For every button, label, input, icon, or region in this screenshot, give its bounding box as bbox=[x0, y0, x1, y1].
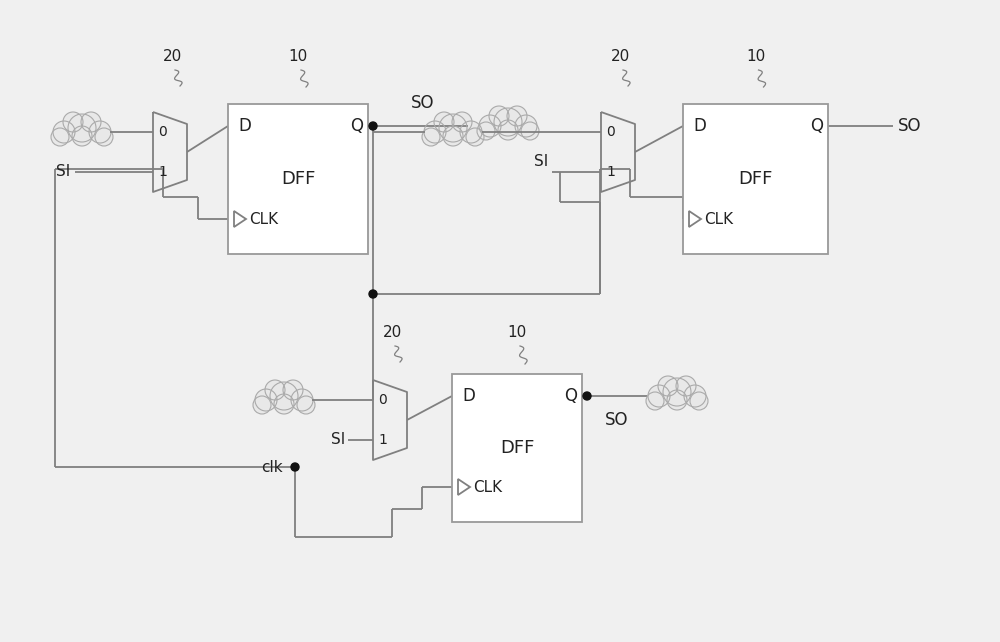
Circle shape bbox=[684, 385, 706, 407]
Circle shape bbox=[460, 121, 482, 143]
Circle shape bbox=[494, 108, 522, 136]
Text: SI: SI bbox=[56, 164, 70, 180]
Text: Q: Q bbox=[810, 117, 823, 135]
Circle shape bbox=[89, 121, 111, 143]
Circle shape bbox=[507, 106, 527, 126]
Circle shape bbox=[477, 122, 495, 140]
Circle shape bbox=[676, 376, 696, 396]
Circle shape bbox=[521, 122, 539, 140]
Circle shape bbox=[95, 128, 113, 146]
Circle shape bbox=[72, 126, 92, 146]
Circle shape bbox=[479, 115, 501, 137]
Circle shape bbox=[667, 390, 687, 410]
Text: SI: SI bbox=[534, 154, 548, 169]
Text: 1: 1 bbox=[606, 165, 615, 179]
Text: CLK: CLK bbox=[249, 211, 278, 227]
Text: 0: 0 bbox=[606, 125, 615, 139]
Text: 10: 10 bbox=[288, 49, 308, 64]
FancyBboxPatch shape bbox=[452, 374, 582, 522]
Circle shape bbox=[439, 114, 467, 142]
Text: CLK: CLK bbox=[473, 480, 502, 494]
Text: DFF: DFF bbox=[281, 170, 315, 188]
Circle shape bbox=[515, 115, 537, 137]
Text: SO: SO bbox=[411, 94, 435, 112]
Text: 0: 0 bbox=[378, 393, 387, 407]
Text: SO: SO bbox=[898, 117, 922, 135]
Text: SI: SI bbox=[331, 433, 345, 447]
Text: CLK: CLK bbox=[704, 211, 733, 227]
Text: 10: 10 bbox=[507, 325, 527, 340]
Circle shape bbox=[51, 128, 69, 146]
Circle shape bbox=[291, 463, 299, 471]
Circle shape bbox=[690, 392, 708, 410]
Circle shape bbox=[255, 389, 277, 411]
Circle shape bbox=[283, 380, 303, 400]
Circle shape bbox=[424, 121, 446, 143]
Circle shape bbox=[297, 396, 315, 414]
Text: 1: 1 bbox=[158, 165, 167, 179]
Text: SO: SO bbox=[605, 411, 629, 429]
Circle shape bbox=[68, 114, 96, 142]
Text: D: D bbox=[693, 117, 706, 135]
Circle shape bbox=[253, 396, 271, 414]
Text: DFF: DFF bbox=[738, 170, 773, 188]
Text: 1: 1 bbox=[378, 433, 387, 447]
Text: D: D bbox=[238, 117, 251, 135]
Circle shape bbox=[466, 128, 484, 146]
Text: Q: Q bbox=[564, 387, 577, 405]
Text: Q: Q bbox=[350, 117, 363, 135]
Text: 20: 20 bbox=[610, 49, 630, 64]
Circle shape bbox=[422, 128, 440, 146]
Circle shape bbox=[63, 112, 83, 132]
Circle shape bbox=[583, 392, 591, 400]
Circle shape bbox=[53, 121, 75, 143]
Text: 20: 20 bbox=[382, 325, 402, 340]
Circle shape bbox=[369, 122, 377, 130]
Text: D: D bbox=[462, 387, 475, 405]
Text: 10: 10 bbox=[746, 49, 765, 64]
Circle shape bbox=[646, 392, 664, 410]
Text: 20: 20 bbox=[162, 49, 182, 64]
Circle shape bbox=[648, 385, 670, 407]
Circle shape bbox=[443, 126, 463, 146]
Text: clk: clk bbox=[261, 460, 283, 474]
FancyBboxPatch shape bbox=[228, 104, 368, 254]
Text: DFF: DFF bbox=[500, 439, 534, 457]
Circle shape bbox=[369, 290, 377, 298]
FancyBboxPatch shape bbox=[683, 104, 828, 254]
Circle shape bbox=[658, 376, 678, 396]
Circle shape bbox=[434, 112, 454, 132]
Circle shape bbox=[291, 389, 313, 411]
Circle shape bbox=[81, 112, 101, 132]
Circle shape bbox=[489, 106, 509, 126]
Circle shape bbox=[274, 394, 294, 414]
Circle shape bbox=[452, 112, 472, 132]
Circle shape bbox=[663, 378, 691, 406]
Circle shape bbox=[270, 382, 298, 410]
Circle shape bbox=[265, 380, 285, 400]
Text: 0: 0 bbox=[158, 125, 167, 139]
Circle shape bbox=[498, 120, 518, 140]
